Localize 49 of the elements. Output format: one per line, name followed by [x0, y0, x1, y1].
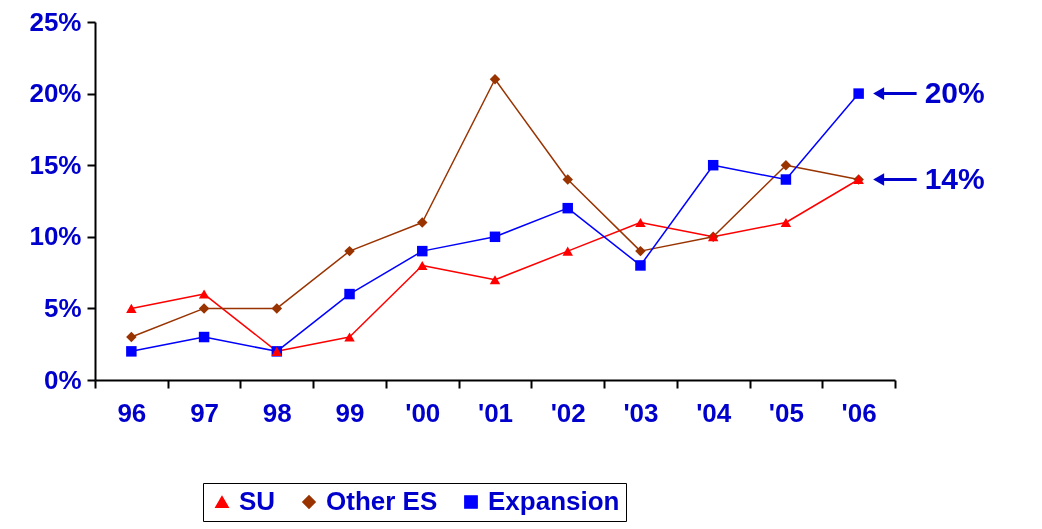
point — [562, 246, 573, 256]
legend-label: Other ES — [326, 486, 438, 516]
point — [489, 275, 501, 285]
x-tick-label: 99 — [335, 397, 365, 428]
x-tick-label: '04 — [696, 397, 732, 428]
y-tick-label: 0% — [43, 364, 82, 395]
y-tick-label: 20% — [29, 78, 82, 109]
point — [489, 231, 501, 243]
x-tick-label: '02 — [550, 397, 586, 428]
y-tick-label: 5% — [43, 292, 82, 323]
x-tick-label: '01 — [477, 397, 514, 428]
y-tick-label: 15% — [29, 149, 82, 180]
annotation: 20% — [924, 75, 985, 109]
point — [417, 217, 428, 228]
x-tick-label: 97 — [190, 397, 220, 428]
point — [344, 288, 355, 300]
point — [198, 331, 210, 343]
annotation: 14% — [924, 161, 985, 195]
point — [126, 331, 137, 343]
point — [198, 289, 210, 299]
point — [417, 245, 428, 257]
x-tick-label: 98 — [262, 397, 292, 428]
point — [344, 245, 355, 257]
point — [344, 332, 355, 342]
x-tick-label: '05 — [768, 397, 804, 428]
point — [635, 260, 646, 271]
point — [562, 174, 573, 185]
point — [562, 202, 573, 214]
point — [126, 346, 137, 357]
point — [271, 303, 283, 314]
point — [707, 159, 719, 171]
x-tick-label: '00 — [405, 397, 441, 428]
x-tick-label: '06 — [841, 397, 877, 428]
y-tick-label: 10% — [29, 221, 82, 252]
legend-label: Expansion — [488, 486, 620, 516]
y-tick-label: 25% — [29, 6, 82, 37]
point — [417, 260, 428, 270]
point — [126, 303, 137, 313]
point — [780, 159, 792, 171]
point — [780, 217, 792, 228]
legend-label: SU — [239, 486, 276, 516]
point — [635, 245, 646, 257]
point — [853, 88, 864, 99]
point — [198, 303, 210, 314]
x-tick-label: '03 — [623, 397, 659, 428]
point — [489, 74, 501, 85]
x-tick-label: 96 — [117, 397, 147, 428]
point — [635, 217, 646, 228]
point — [780, 174, 792, 185]
